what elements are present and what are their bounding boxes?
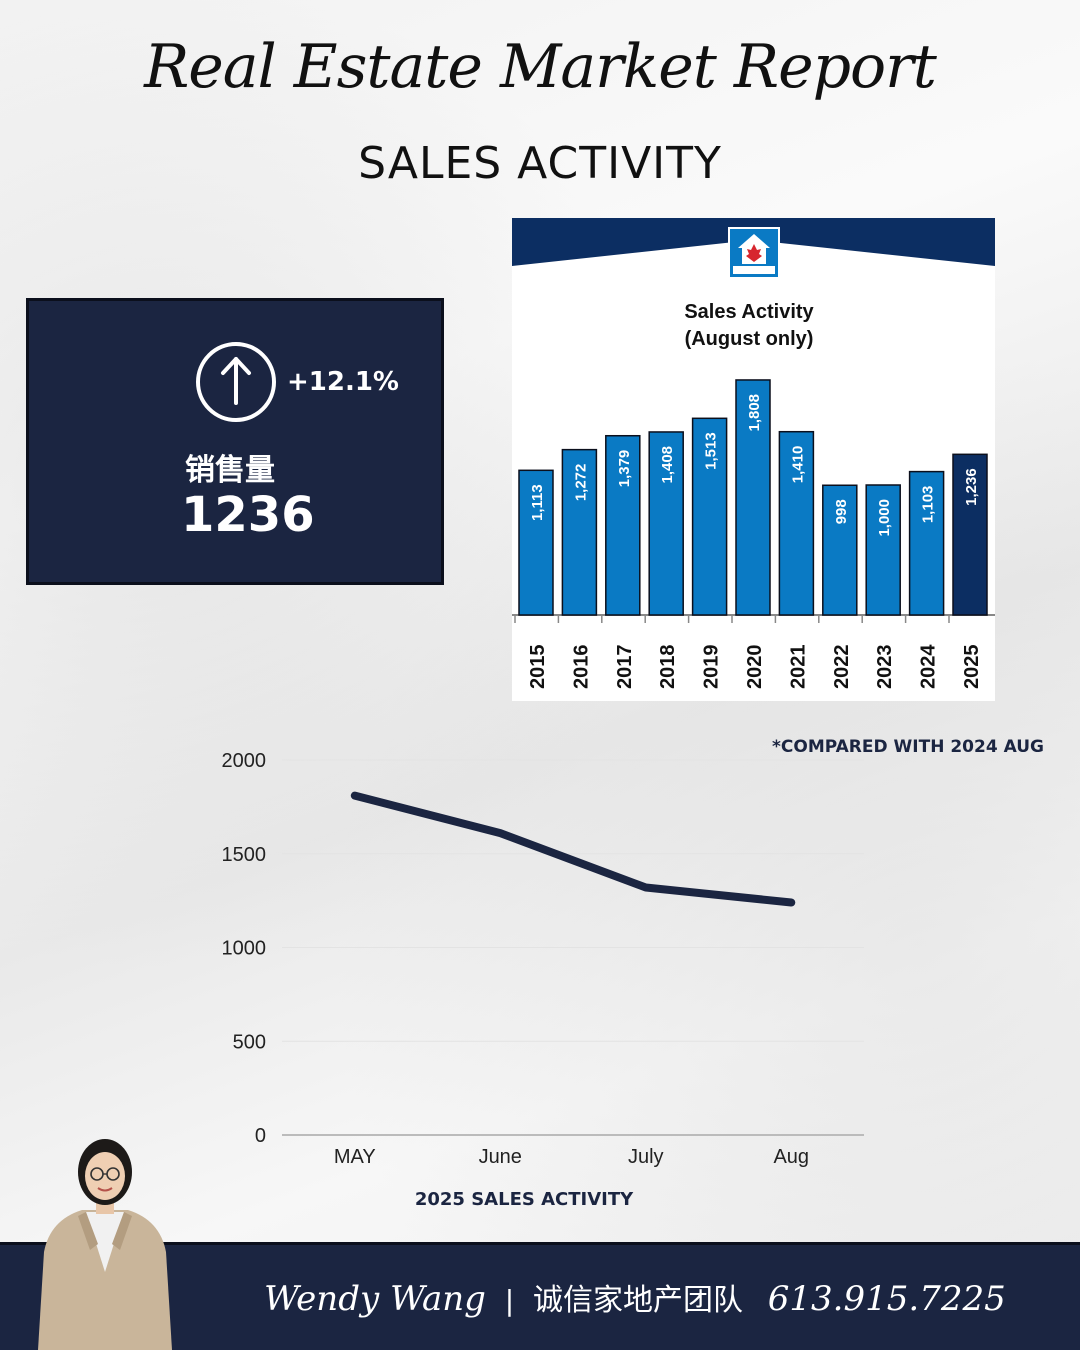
- bar-2016: [561, 448, 598, 616]
- bar-value-label: 998: [833, 499, 850, 524]
- bar-value-label: 1,236: [963, 468, 980, 506]
- bar-x-label: 2025: [961, 645, 983, 690]
- bar-value-label: 1,408: [659, 446, 676, 484]
- bar-x-label: 2016: [570, 645, 592, 690]
- stat-card: +12.1% 销售量 1236: [26, 298, 444, 585]
- stat-label: 销售量: [185, 453, 275, 488]
- x-tick-label: Aug: [773, 1146, 809, 1168]
- bar-2023: [865, 484, 901, 616]
- stat-change: +12.1%: [287, 367, 399, 397]
- agent-name: Wendy Wang: [264, 1279, 486, 1319]
- avatar: [38, 1139, 172, 1350]
- bar-2017: [605, 434, 641, 616]
- bar-chart: Sales Activity (August only) 1,113 1,272 1…: [512, 218, 995, 701]
- stat-value: 1236: [181, 487, 315, 543]
- bar-2018: [648, 431, 684, 616]
- footer-separator: |: [504, 1284, 515, 1317]
- footer-bar: Wendy Wang | 诚信家地产团队 613.915.7225: [0, 1242, 1080, 1350]
- bar-value-label: 1,513: [703, 432, 720, 470]
- bar-x-label: 2019: [701, 645, 723, 690]
- bar-value-label: 1,103: [920, 486, 937, 524]
- bar-x-label: 2018: [657, 645, 679, 690]
- bar-value-label: 1,410: [789, 446, 806, 484]
- bar-chart-title-line2: (August only): [685, 328, 814, 350]
- bar-value-label: 1,000: [876, 499, 893, 537]
- bar-2015: [518, 469, 554, 616]
- ottawa-logo: [728, 227, 780, 279]
- bar-2022: [822, 484, 858, 616]
- x-tick-label: MAY: [334, 1146, 376, 1168]
- y-tick-label: 500: [233, 1031, 266, 1053]
- bar-x-label: 2020: [744, 645, 766, 690]
- compare-note: *COMPARED WITH 2024 AUG: [772, 737, 1044, 757]
- bar-value-label: 1,272: [572, 464, 589, 502]
- y-tick-label: 2000: [222, 750, 267, 772]
- bar-2019: [691, 417, 728, 616]
- bar-chart-panel: Sales Activity (August only) 1,113 1,272 1…: [512, 218, 995, 701]
- page-subtitle: SALES ACTIVITY: [358, 138, 722, 189]
- y-tick-label: 1500: [222, 844, 267, 866]
- team-name: 诚信家地产团队: [532, 1283, 743, 1318]
- header-band: [512, 218, 995, 266]
- arrow-up-icon: [196, 342, 276, 422]
- bar-2025: [952, 453, 988, 616]
- line-chart-caption: 2025 SALES ACTIVITY: [414, 1189, 634, 1210]
- bar-value-label: 1,808: [746, 394, 763, 432]
- bar-x-label: 2015: [527, 645, 549, 690]
- bar-x-label: 2021: [787, 645, 809, 690]
- bar-2020: [735, 379, 771, 616]
- bar-chart-title-line1: Sales Activity: [684, 301, 814, 323]
- x-tick-label: June: [479, 1146, 522, 1168]
- bar-value-label: 1,113: [529, 484, 546, 521]
- line-chart: 0 500 1000 1500 2000 MAY June July Aug: [222, 750, 864, 1168]
- bar-x-label: 2023: [874, 645, 896, 690]
- phone-number: 613.915.7225: [767, 1279, 1006, 1319]
- bar-x-label: 2022: [831, 645, 853, 690]
- y-tick-label: 1000: [222, 938, 267, 960]
- bar-2024: [908, 470, 945, 616]
- page-title: Real Estate Market Report: [144, 32, 937, 102]
- bar-x-label: 2024: [918, 644, 940, 689]
- bar-value-label: 1,379: [616, 450, 633, 488]
- bar-x-label: 2017: [614, 645, 636, 690]
- y-tick-label: 0: [255, 1125, 266, 1147]
- footer-contact: Wendy Wang | 诚信家地产团队 613.915.7225: [264, 1275, 1006, 1319]
- bar-2021: [778, 430, 815, 616]
- x-tick-label: July: [628, 1146, 664, 1168]
- line-series: [350, 791, 796, 907]
